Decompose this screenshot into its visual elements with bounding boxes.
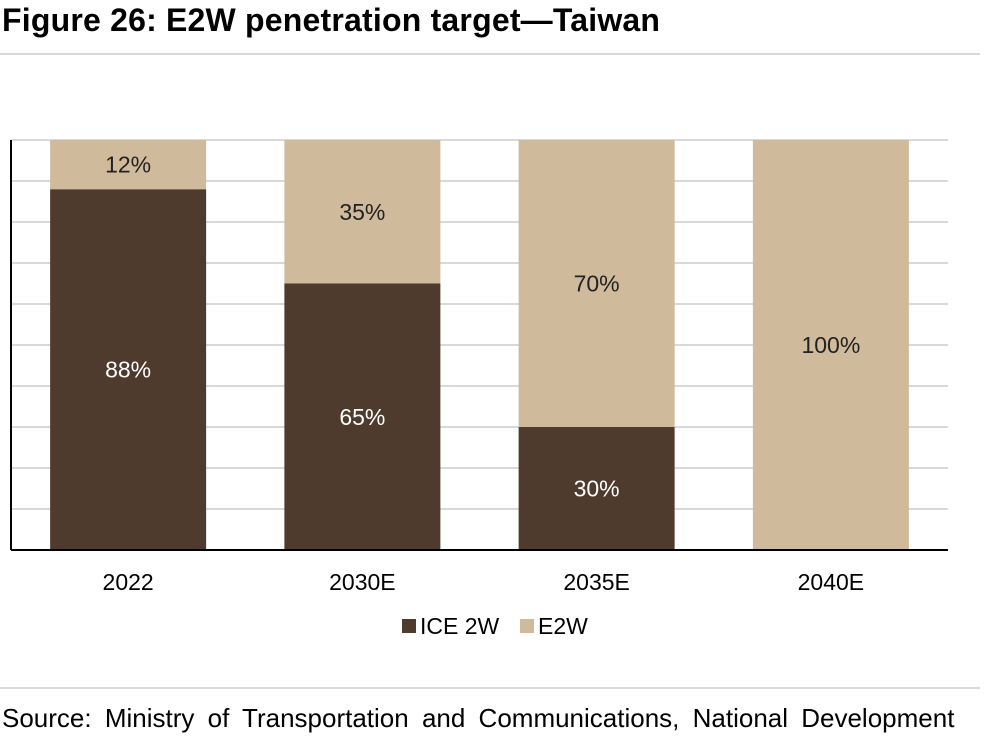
stacked-bar-chart: 88% 12% 2022 65% 35% 2030E 30% 70% 2035E 100% 2040… [10, 139, 948, 639]
data-label: 100% [801, 332, 860, 358]
data-label: 12% [105, 152, 151, 178]
bar-e2w-2022 [50, 140, 207, 190]
data-label: 70% [574, 271, 620, 297]
x-tick-label: 2035E [563, 569, 630, 595]
bottom-divider [0, 687, 980, 689]
data-label: 30% [574, 476, 620, 502]
data-label: 65% [339, 404, 385, 430]
bar-e2w-2040e [752, 140, 909, 550]
bar-e2w-2030e [284, 140, 441, 284]
x-tick-label: 2040E [798, 569, 865, 595]
bar-ice-2w-2035e [518, 427, 675, 550]
top-divider [0, 53, 980, 55]
source-note: Source: Ministry of Transportation and C… [2, 703, 955, 733]
legend-swatch-ice-2w [402, 619, 416, 633]
x-tick-label: 2022 [103, 569, 154, 595]
data-label: 35% [339, 199, 385, 225]
legend-label-e2w: E2W [538, 613, 588, 639]
bar-e2w-2035e [518, 140, 675, 427]
bar-ice-2w-2030e [284, 283, 441, 550]
x-tick-label: 2030E [329, 569, 396, 595]
legend-label-ice-2w: ICE 2W [420, 613, 500, 639]
bar-ice-2w-2022 [50, 189, 207, 550]
legend-swatch-e2w [520, 619, 534, 633]
chart-title: Figure 26: E2W penetration target—Taiwan [2, 2, 661, 38]
data-label: 88% [105, 357, 151, 383]
